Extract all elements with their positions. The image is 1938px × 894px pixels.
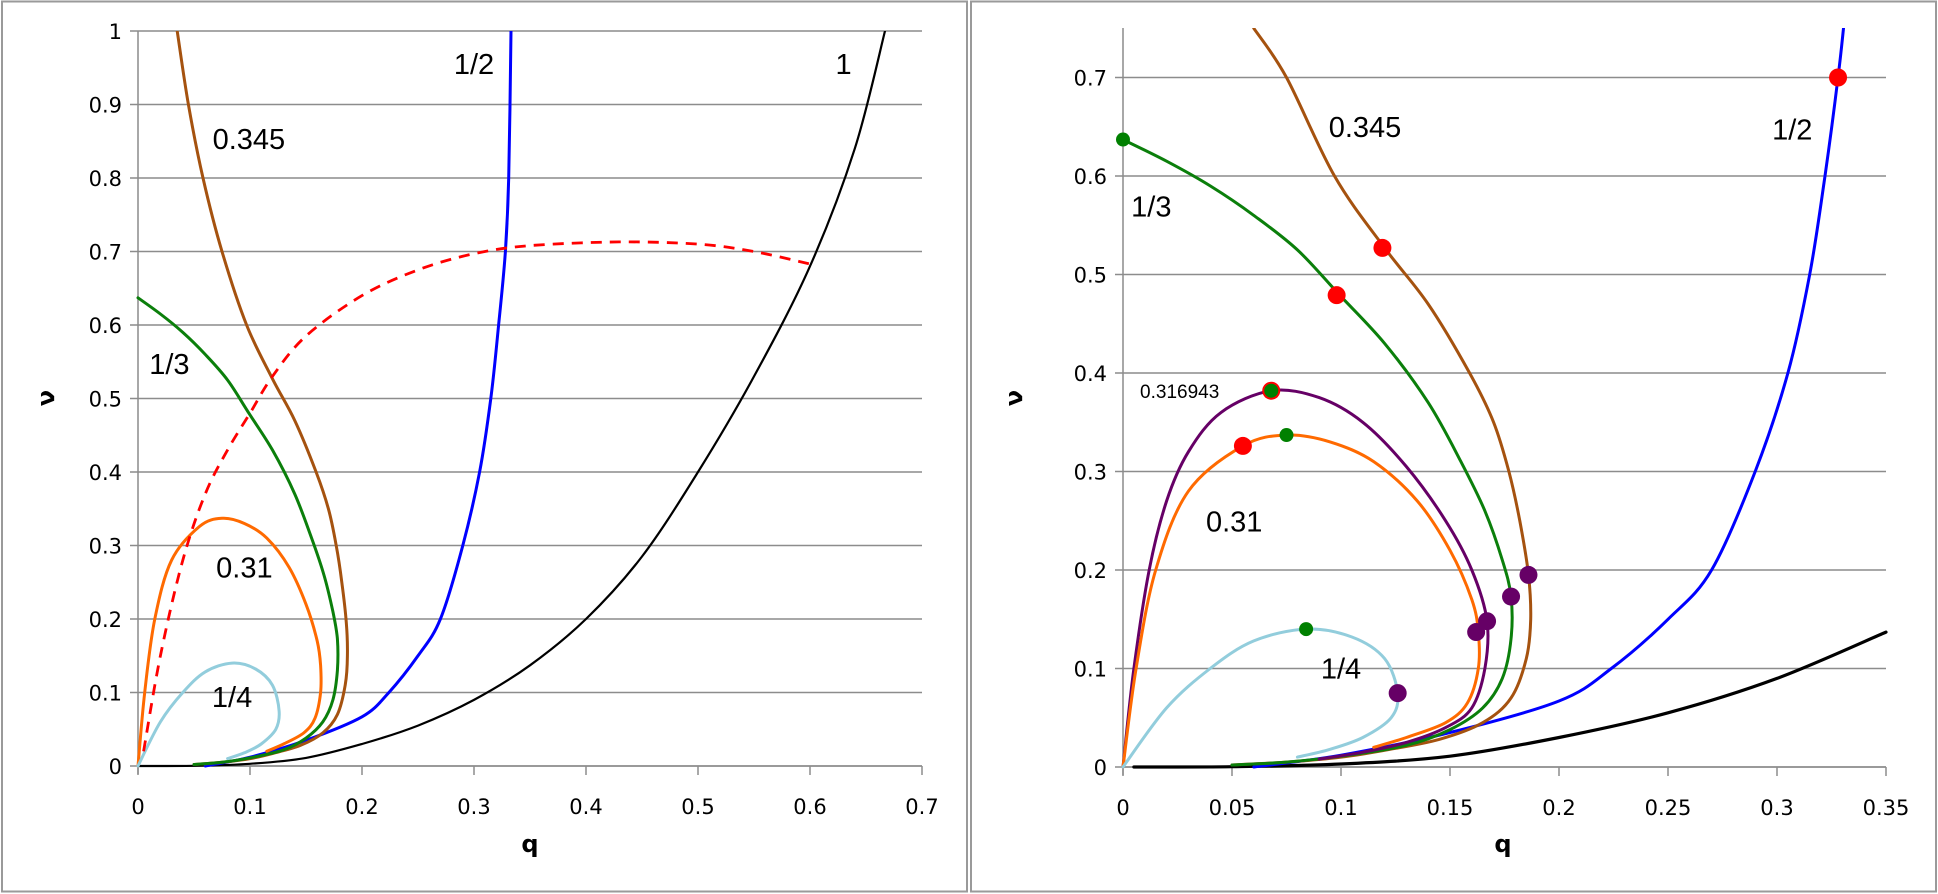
x-tick-label: 0: [1116, 796, 1129, 820]
x-tick-label: 0.5: [681, 795, 714, 819]
y-tick-label: 0.6: [89, 314, 122, 338]
data-point-marker: [1829, 68, 1848, 87]
data-point-marker: [1264, 383, 1279, 398]
y-tick-label: 0.9: [89, 94, 122, 118]
x-tick-label: 0.6: [793, 795, 826, 819]
data-point-marker: [1519, 565, 1538, 584]
y-tick-label: 0.3: [1074, 461, 1107, 485]
x-tick-label: 0.2: [345, 795, 378, 819]
data-point-marker: [1233, 436, 1252, 455]
y-tick-label: 0.2: [1074, 559, 1107, 583]
y-tick-label: 0.7: [1074, 67, 1107, 91]
y-axis-title: ν: [1000, 390, 1028, 406]
data-point-marker: [1327, 286, 1346, 305]
x-tick-label: 0.4: [569, 795, 602, 819]
curve-label: 0.316943: [1140, 382, 1219, 403]
x-tick-label: 0: [131, 795, 144, 819]
y-axis-title: ν: [32, 390, 60, 406]
series-line-0-31: [136, 516, 323, 768]
data-point-marker: [1116, 132, 1130, 147]
curve-label: 1/4: [212, 682, 252, 714]
y-tick-label: 0.1: [1074, 658, 1107, 682]
y-tick-label: 0.8: [89, 167, 122, 191]
data-point-marker: [1299, 622, 1314, 637]
series-line-boundary: [142, 240, 811, 752]
y-tick-label: 0.4: [89, 461, 122, 485]
data-point-marker: [1279, 428, 1294, 443]
data-point-marker: [1478, 612, 1497, 631]
x-tick-label: 0.2: [1542, 796, 1575, 820]
x-tick-label: 0.3: [1760, 796, 1793, 820]
right-chart: 0 0.1 0.2 0.3 0.4 0.5 0.6 0.7 0 0.05 0.1 0.15 0.2 0.2…: [1000, 28, 1909, 858]
x-tick-label: 0.1: [233, 795, 266, 819]
curve-label: 0.345: [213, 124, 286, 156]
series-line-0-31: [1121, 433, 1481, 769]
data-point-marker: [1467, 623, 1486, 642]
curve-label: 1/3: [1131, 192, 1171, 224]
x-tick-label: 0.35: [1863, 796, 1910, 820]
x-tick-label: 0.7: [905, 795, 938, 819]
x-axis-title: q: [1494, 830, 1511, 858]
curve-label: 0.31: [216, 553, 272, 585]
left-chart: 0 0.1 0.2 0.3 0.4 0.5 0.6 0.7 0.8 0.9 1 0 0.1 0.2 0.3 0…: [32, 20, 939, 858]
series-line-1-4: [1121, 627, 1400, 769]
x-tick-label: 0.3: [457, 795, 490, 819]
curve-label: 1/4: [1321, 654, 1361, 686]
data-point-marker: [1388, 684, 1407, 703]
x-tick-label: 0.1: [1324, 796, 1357, 820]
series-line-1-3: [136, 296, 340, 766]
curve-label: 1: [836, 49, 852, 81]
data-point-marker: [1373, 238, 1392, 257]
y-tick-label: 0.7: [89, 241, 122, 265]
y-tick-label: 0: [109, 755, 122, 779]
x-tick-label: 0.25: [1645, 796, 1692, 820]
x-tick-label: 0.15: [1427, 796, 1474, 820]
curve-label: 0.31: [1206, 507, 1262, 539]
series-line-0-316943: [1121, 388, 1490, 769]
x-axis-title: q: [521, 830, 538, 858]
curve-label: 1/2: [454, 49, 494, 81]
curve-label: 1/3: [149, 349, 189, 381]
curve-label: 0.345: [1329, 112, 1402, 144]
series-line-1-2: [1252, 28, 1845, 769]
y-tick-label: 1: [109, 20, 122, 44]
y-tick-label: 0.6: [1074, 165, 1107, 189]
data-point-marker: [1502, 587, 1521, 606]
series-line-1-4: [136, 661, 281, 768]
series-line-1: [136, 31, 887, 768]
y-tick-label: 0.4: [1074, 362, 1107, 386]
y-tick-label: 0.1: [89, 682, 122, 706]
y-tick-label: 0.3: [89, 535, 122, 559]
series-line-1: [1132, 630, 1888, 769]
y-tick-label: 0.2: [89, 608, 122, 632]
y-tick-label: 0.5: [89, 388, 122, 412]
x-tick-label: 0.05: [1209, 796, 1256, 820]
y-tick-label: 0: [1094, 756, 1107, 780]
series-line-1-3: [1121, 138, 1514, 767]
y-tick-label: 0.5: [1074, 264, 1107, 288]
curve-label: 1/2: [1772, 115, 1812, 147]
